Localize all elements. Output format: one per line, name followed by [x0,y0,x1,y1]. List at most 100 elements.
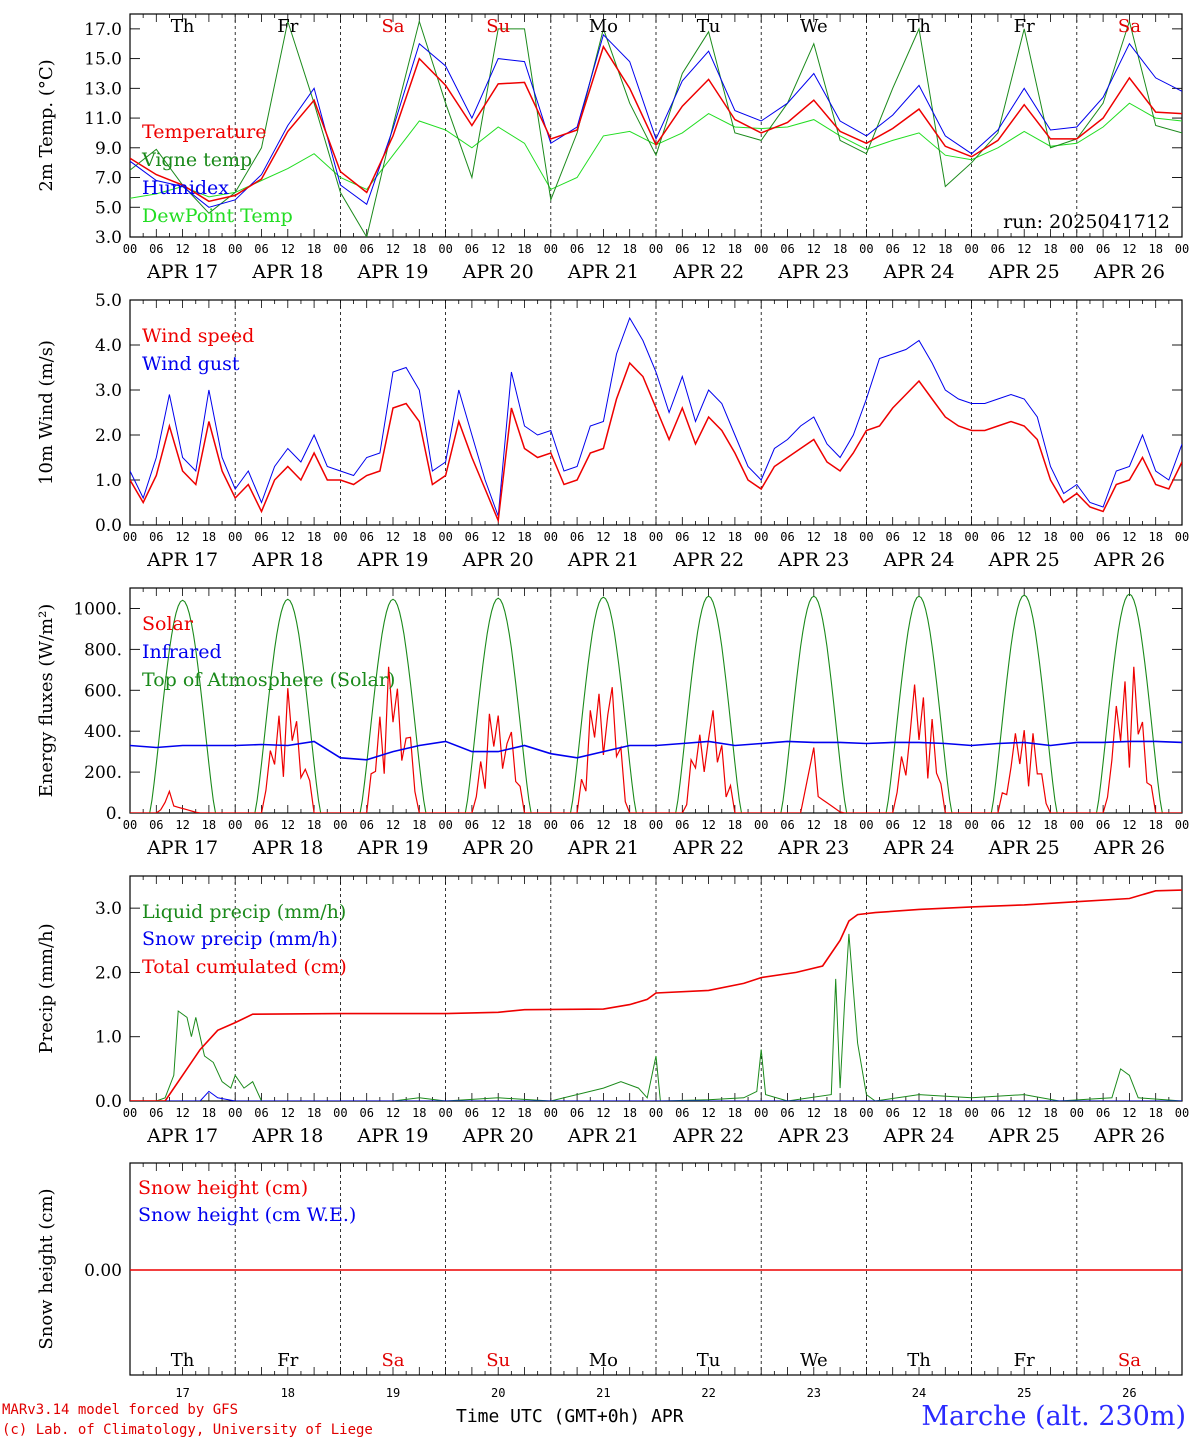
y-tick-label: 4.0 [95,336,122,356]
hour-tick-label: 00 [964,242,978,256]
day-number: 24 [912,1386,926,1400]
date-label: APR 22 [672,1125,744,1147]
legend-entry: Snow height (cm W.E.) [138,1204,356,1226]
hour-tick-label: 12 [281,1106,295,1120]
legend-entry: Snow height (cm) [138,1177,308,1199]
date-label: APR 20 [462,549,534,571]
hour-tick-label: 18 [1148,242,1162,256]
hour-tick-label: 06 [780,242,794,256]
hour-tick-label: 18 [622,818,636,832]
day-name: We [800,1350,828,1371]
hour-tick-label: 06 [675,242,689,256]
y-tick-label: 200. [84,763,122,783]
date-label: APR 19 [356,837,428,859]
hour-tick-label: 00 [1175,1106,1189,1120]
series-top-of-atmosphere [130,593,1182,813]
hour-tick-label: 06 [780,818,794,832]
y-axis-label: Snow height (cm) [36,1188,57,1349]
date-label: APR 23 [777,549,849,571]
hour-tick-label: 00 [649,818,663,832]
series-vigne-temp [130,19,1182,237]
hour-tick-label: 18 [307,242,321,256]
date-label: APR 24 [882,549,954,571]
date-label: APR 19 [356,549,428,571]
date-label: APR 19 [356,261,428,283]
y-tick-label: 600. [84,681,122,701]
hour-tick-label: 00 [438,1106,452,1120]
hour-tick-label: 18 [202,818,216,832]
hour-tick-label: 06 [149,818,163,832]
hour-tick-label: 06 [149,1106,163,1120]
series-wind-speed [130,361,1182,524]
day-name: Su [486,16,510,37]
hour-tick-label: 06 [1096,1106,1110,1120]
hour-tick-label: 18 [622,242,636,256]
hour-tick-label: 12 [807,242,821,256]
hour-tick-label: 12 [491,1106,505,1120]
legend-entry: Infrared [142,641,222,663]
day-name: Mo [589,1350,618,1371]
y-axis-label: Precip (mm/h) [36,923,57,1053]
hour-tick-label: 18 [1043,530,1057,544]
date-label: APR 17 [146,549,218,571]
series-snow-precip-mm-h- [130,1090,1182,1101]
y-tick-label: 0.0 [95,516,122,536]
date-label: APR 23 [777,837,849,859]
day-number: 25 [1017,1386,1031,1400]
plot-frame [129,587,1183,814]
y-axis-label: 10m Wind (m/s) [36,340,57,485]
hour-tick-label: 00 [754,1106,768,1120]
day-name: Sa [1118,16,1141,37]
hour-tick-label: 00 [859,530,873,544]
y-tick-label: 5.0 [95,198,122,218]
date-label: APR 21 [567,1125,639,1147]
date-label: APR 17 [146,1125,218,1147]
y-tick-label: 15.0 [84,50,122,70]
y-tick-label: 3.0 [95,899,122,919]
date-label: APR 26 [1093,261,1165,283]
hour-tick-label: 12 [807,530,821,544]
day-number: 20 [491,1386,505,1400]
y-tick-label: 1.0 [95,1028,122,1048]
run-label: run: 2025041712 [1003,211,1170,233]
hour-tick-label: 00 [1070,1106,1084,1120]
hour-tick-label: 00 [544,242,558,256]
y-axis-label: 2m Temp. (°C) [36,59,57,191]
hour-tick-label: 00 [1175,242,1189,256]
day-number: 23 [807,1386,821,1400]
hour-tick-label: 12 [491,818,505,832]
series-liquid-precip-mm-h- [130,933,1182,1101]
hour-tick-label: 12 [1122,530,1136,544]
y-tick-label: 400. [84,722,122,742]
hour-tick-label: 06 [991,530,1005,544]
hour-tick-label: 18 [1043,242,1057,256]
hour-tick-label: 18 [833,818,847,832]
y-tick-label: 800. [84,640,122,660]
date-label: APR 17 [146,837,218,859]
hour-tick-label: 18 [728,1106,742,1120]
hour-tick-label: 06 [780,530,794,544]
date-label: APR 18 [251,1125,323,1147]
date-label: APR 21 [567,837,639,859]
series-temperature [130,44,1182,203]
hour-tick-label: 18 [307,1106,321,1120]
date-label: APR 26 [1093,549,1165,571]
hour-tick-label: 12 [281,530,295,544]
legend-entry: Humidex [142,177,229,199]
y-tick-label: 0.0 [95,1092,122,1112]
hour-tick-label: 00 [228,242,242,256]
legend-entry: Wind speed [142,325,254,347]
model-credit: MARv3.14 model forced by GFS [2,1402,239,1418]
hour-tick-label: 18 [728,242,742,256]
y-tick-label: 9.0 [95,139,122,159]
hour-tick-label: 00 [123,242,137,256]
hour-tick-label: 06 [465,818,479,832]
hour-tick-label: 00 [754,242,768,256]
series-infrared [130,740,1182,761]
panel-temp: 00 06 12 18 APR 17 00 06 12 18 APR 18 00 06 12 18 APR … [36,13,1189,283]
panel-energy: 00 06 12 18 APR 17 00 06 12 18 APR 18 00 06 12 18 APR … [36,587,1189,859]
hour-tick-label: 18 [938,818,952,832]
hour-tick-label: 18 [1043,818,1057,832]
y-tick-label: 0. [106,804,122,824]
hour-tick-label: 00 [123,1106,137,1120]
